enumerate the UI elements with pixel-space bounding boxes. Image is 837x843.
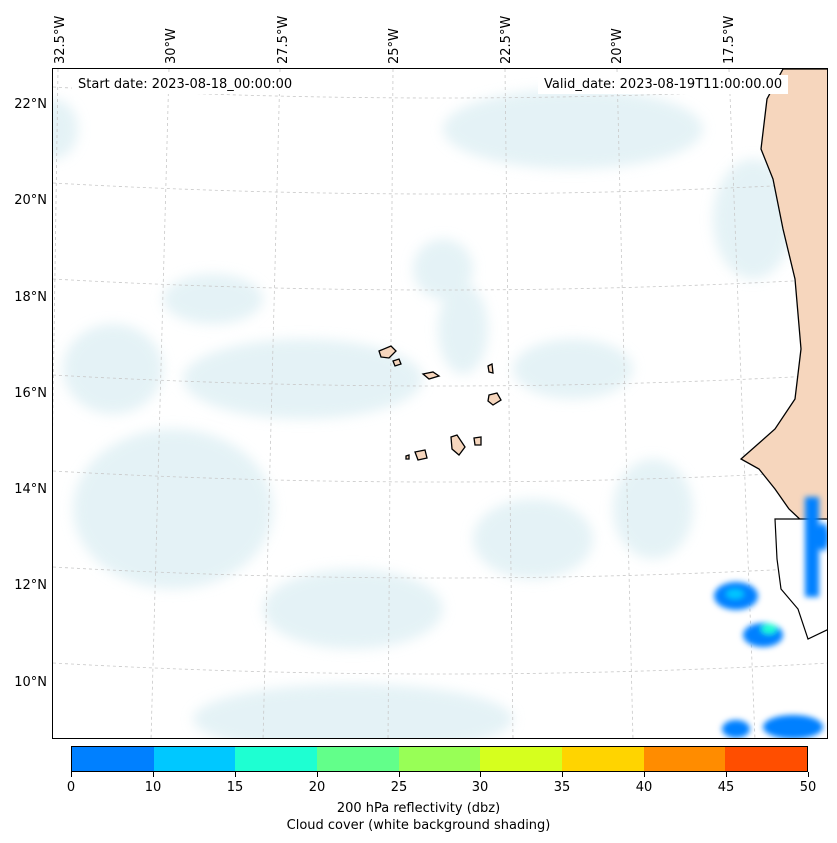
lat-label-14n: 14°N xyxy=(14,482,47,497)
colorbar-tick xyxy=(480,772,481,777)
colorbar-segment xyxy=(235,747,318,771)
cloud-cover-shading xyxy=(53,89,793,738)
lon-label-25w: 25°W xyxy=(387,28,402,64)
colorbar-tick xyxy=(399,772,400,777)
colorbar-tick-label: 50 xyxy=(799,780,817,795)
lat-label-20n: 20°N xyxy=(14,193,47,208)
reflectivity-cells xyxy=(714,497,827,738)
lat-label-12n: 12°N xyxy=(14,578,47,593)
colorbar-tick xyxy=(726,772,727,777)
colorbar-tick xyxy=(153,772,154,777)
colorbar-segment xyxy=(480,747,563,771)
colorbar-segment xyxy=(317,747,399,771)
colorbar-label-reflectivity: 200 hPa reflectivity (dbz) xyxy=(336,801,501,816)
colorbar-tick-label: 25 xyxy=(390,780,408,795)
start-date-label: Start date: 2023-08-18_00:00:00 xyxy=(72,75,299,94)
map-canvas xyxy=(53,69,827,738)
colorbar-tick-label: 20 xyxy=(308,780,326,795)
lon-label-20w: 20°W xyxy=(610,28,625,64)
colorbar-tick xyxy=(235,772,236,777)
lat-label-22n: 22°N xyxy=(14,97,47,112)
lat-label-18n: 18°N xyxy=(14,290,47,305)
colorbar-segment xyxy=(153,747,236,771)
colorbar-tick xyxy=(317,772,318,777)
colorbar-segment xyxy=(562,747,644,771)
colorbar-tick-label: 10 xyxy=(144,780,162,795)
colorbar-segment xyxy=(72,747,154,771)
colorbar-tick-label: 0 xyxy=(66,780,76,795)
colorbar-tick xyxy=(71,772,72,777)
lon-label-30w: 30°W xyxy=(164,28,179,64)
colorbar-tick-label: 15 xyxy=(226,780,244,795)
colorbar-tick xyxy=(562,772,563,777)
colorbar-segment xyxy=(725,747,808,771)
colorbar-tick-label: 35 xyxy=(553,780,571,795)
lon-label-22-5w: 22.5°W xyxy=(499,15,514,64)
lat-label-16n: 16°N xyxy=(14,386,47,401)
valid-date-label: Valid_date: 2023-08-19T11:00:00.00 xyxy=(538,75,789,94)
colorbar-segment xyxy=(643,747,726,771)
cape-verde-islands xyxy=(378,345,502,461)
colorbar-tick-label: 30 xyxy=(471,780,489,795)
colorbar-tick-label: 45 xyxy=(717,780,735,795)
colorbar-tick xyxy=(644,772,645,777)
colorbar-label-cloud-cover: Cloud cover (white background shading) xyxy=(286,818,551,833)
map-gridlines xyxy=(53,69,827,738)
colorbar-tick xyxy=(808,772,809,777)
lon-label-32-5w: 32.5°W xyxy=(53,15,68,64)
colorbar-tick-label: 40 xyxy=(635,780,653,795)
colorbar-segment xyxy=(398,747,481,771)
lat-label-10n: 10°N xyxy=(14,675,47,690)
map-panel[interactable] xyxy=(52,68,828,739)
reflectivity-colorbar xyxy=(71,746,808,772)
lon-label-17-5w: 17.5°W xyxy=(722,15,737,64)
lon-label-27-5w: 27.5°W xyxy=(276,15,291,64)
